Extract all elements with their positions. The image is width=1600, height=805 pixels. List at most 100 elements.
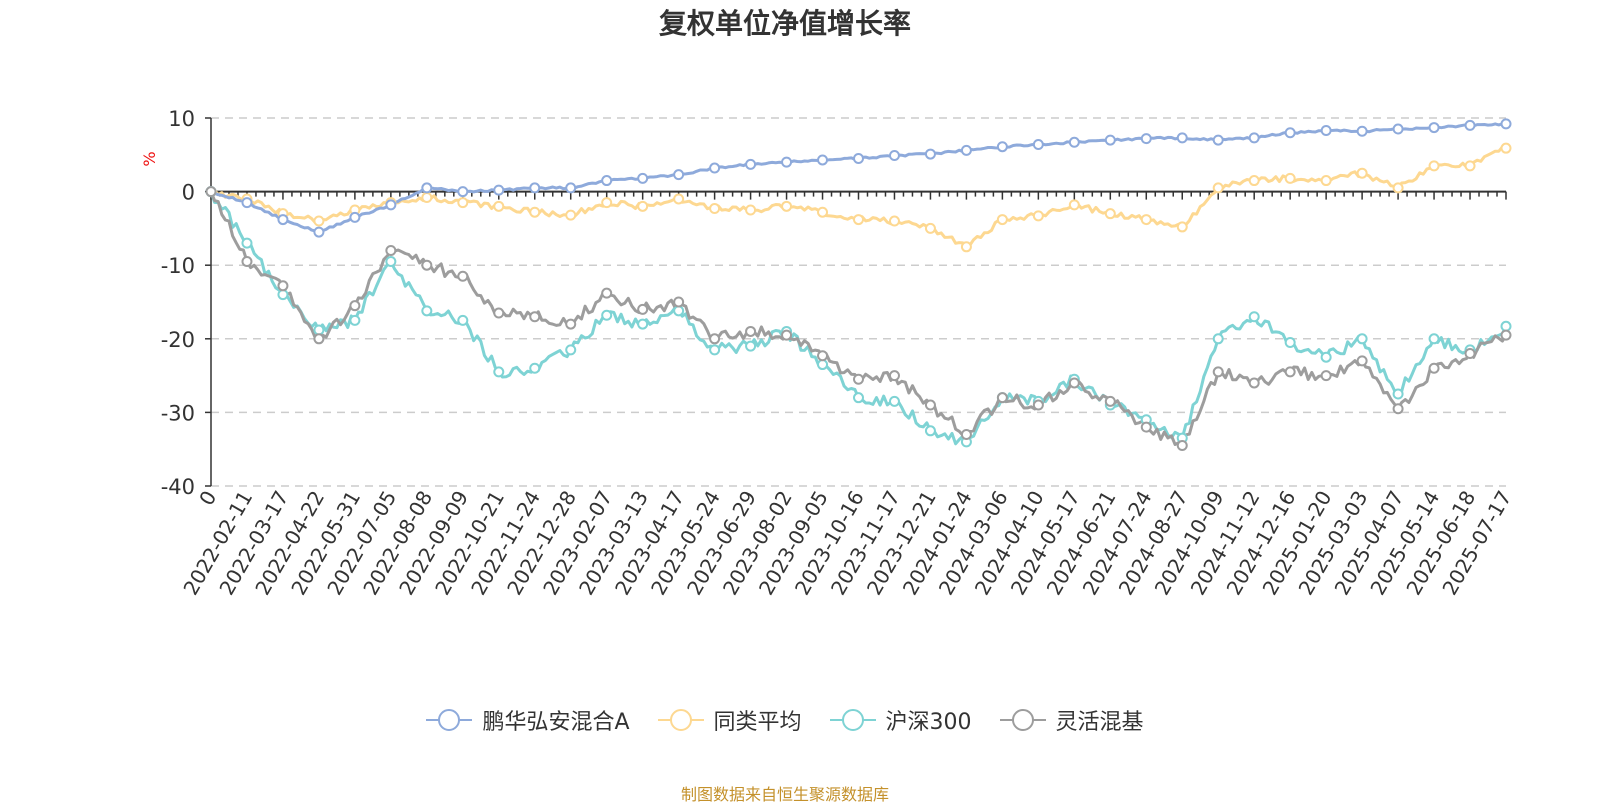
y-tick-label: -30: [161, 401, 195, 425]
y-tick-label: -40: [161, 475, 195, 499]
data-point: [817, 350, 829, 362]
data-point: [1320, 370, 1332, 382]
data-point: [888, 215, 900, 227]
data-point: [709, 203, 721, 215]
data-point: [1248, 377, 1260, 389]
legend: 鹏华弘安混合A 同类平均 沪深300 灵活混基: [0, 704, 1570, 736]
data-point: [1140, 133, 1152, 145]
data-point: [349, 211, 361, 223]
data-point: [601, 287, 613, 299]
data-point: [385, 256, 397, 268]
legend-label: 鹏华弘安混合A: [482, 710, 630, 735]
data-point: [888, 150, 900, 162]
data-point: [241, 197, 253, 209]
data-point: [1104, 395, 1116, 407]
data-point: [601, 197, 613, 209]
data-point: [1356, 167, 1368, 179]
data-point: [996, 392, 1008, 404]
data-point: [960, 144, 972, 156]
data-point: [960, 428, 972, 440]
legend-item[interactable]: 同类平均: [657, 704, 802, 736]
data-point: [1068, 136, 1080, 148]
data-point: [529, 206, 541, 218]
data-point: [1176, 440, 1188, 452]
legend-label: 同类平均: [713, 710, 802, 735]
data-point: [1104, 134, 1116, 146]
data-point: [313, 215, 325, 227]
data-point: [457, 197, 469, 209]
data-point: [1392, 403, 1404, 415]
data-point: [1284, 336, 1296, 348]
data-point: [853, 152, 864, 164]
data-point: [493, 184, 505, 196]
series-markers: [205, 118, 1512, 452]
data-point: [1212, 366, 1224, 378]
data-point: [924, 425, 936, 437]
source-note: 制图数据来自恒生聚源数据库: [680, 785, 889, 804]
legend-circle-icon: [657, 708, 704, 732]
series-line: [209, 191, 1508, 447]
data-point: [745, 158, 757, 170]
data-point: [673, 305, 685, 317]
data-point: [313, 324, 325, 336]
data-point: [781, 156, 793, 168]
data-point: [1140, 421, 1152, 433]
data-point: [853, 373, 864, 385]
data-point: [1392, 123, 1404, 135]
data-point: [673, 169, 685, 181]
data-point: [421, 305, 433, 317]
data-point: [781, 200, 793, 212]
data-point: [565, 318, 577, 330]
legend-circle-icon: [426, 708, 473, 732]
data-point: [241, 237, 253, 249]
data-point: [1428, 333, 1440, 345]
data-point: [1068, 199, 1080, 211]
data-point: [781, 329, 793, 341]
data-point: [996, 214, 1008, 226]
data-point: [277, 214, 289, 226]
data-point: [1212, 182, 1224, 194]
data-point: [277, 280, 289, 292]
data-point: [745, 325, 757, 337]
x-tick-label: 0: [194, 487, 221, 510]
data-point: [888, 370, 900, 382]
data-point: [637, 200, 649, 212]
data-point: [1500, 320, 1512, 332]
data-point: [996, 141, 1008, 153]
data-point: [565, 344, 577, 356]
data-point: [421, 191, 433, 203]
data-point: [1176, 132, 1188, 144]
data-point: [1320, 351, 1332, 363]
data-point: [565, 182, 577, 194]
legend-item[interactable]: 鹏华弘安混合A: [426, 704, 630, 736]
data-point: [457, 314, 469, 326]
legend-label: 沪深300: [885, 710, 972, 735]
data-point: [960, 241, 972, 253]
y-tick-label: -10: [161, 254, 195, 278]
grid-lines: [211, 117, 1506, 487]
data-point: [601, 175, 613, 187]
data-point: [601, 309, 613, 321]
legend-item[interactable]: 灵活混基: [999, 704, 1144, 736]
data-point: [313, 333, 325, 345]
data-point: [673, 296, 685, 308]
data-point: [1356, 355, 1368, 367]
data-point: [349, 314, 361, 326]
data-point: [1428, 160, 1440, 172]
data-point: [421, 259, 433, 271]
data-point: [1284, 366, 1296, 378]
legend-item[interactable]: 沪深300: [829, 704, 972, 736]
data-point: [745, 204, 757, 216]
data-point: [924, 148, 936, 160]
data-point: [709, 344, 721, 356]
data-point: [205, 186, 217, 198]
data-point: [493, 307, 505, 319]
data-point: [1212, 333, 1224, 345]
data-point: [673, 193, 685, 205]
chart-title: 复权单位净值增长率: [658, 7, 911, 40]
data-point: [1320, 175, 1332, 187]
data-point: [457, 270, 469, 282]
data-point: [1104, 208, 1116, 220]
legend-circle-icon: [829, 708, 876, 732]
data-point: [709, 333, 721, 345]
